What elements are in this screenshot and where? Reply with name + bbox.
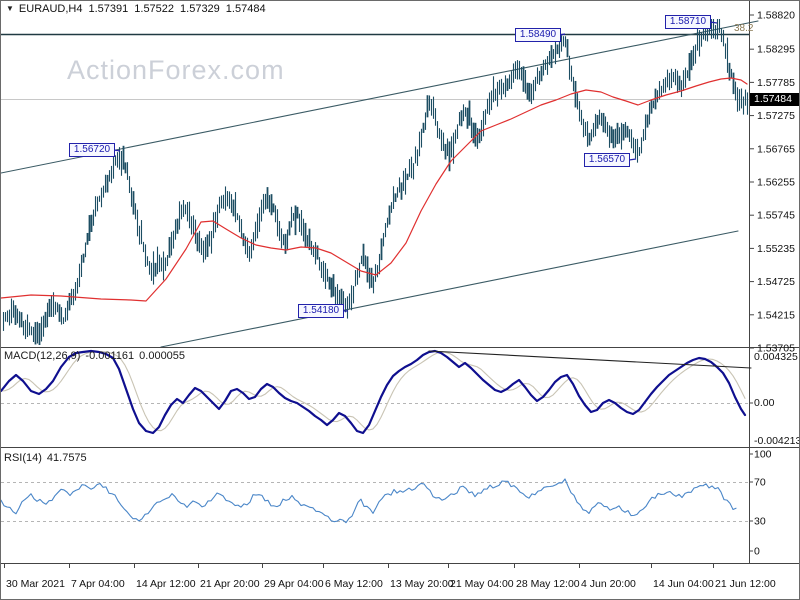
rsi-axis-label: 70	[754, 477, 766, 489]
price-axis-label: 1.55745	[757, 210, 795, 222]
time-axis-label: 4 Jun 20:00	[581, 578, 636, 590]
time-axis-label: 14 Jun 04:00	[653, 578, 714, 590]
chart-price-label: 1.56570	[584, 153, 630, 167]
time-axis-label: 13 May 20:00	[390, 578, 454, 590]
chart-price-label: 1.58710	[665, 15, 711, 29]
macd-signal-value: 0.000055	[139, 350, 186, 362]
price-axis-label: 1.56765	[757, 143, 795, 155]
macd-axis-label: 0.00	[754, 397, 775, 409]
chart-price-label: 1.54180	[298, 304, 344, 318]
chart-header: ▼ EURAUD,H4 1.57391 1.57522 1.57329 1.57484	[6, 3, 266, 15]
price-axis-label: 1.57785	[757, 77, 795, 89]
rsi-axis-label: 100	[754, 449, 772, 461]
symbol-label: EURAUD,H4	[18, 3, 83, 15]
chart-price-label: 1.58490	[515, 28, 561, 42]
macd-label: MACD(12,26,9)	[4, 350, 81, 362]
rsi-value: 41.7575	[46, 452, 87, 464]
ohlc-open: 1.57391	[88, 3, 129, 15]
ohlc-high: 1.57522	[134, 3, 175, 15]
macd-main-value: -0.001161	[85, 350, 135, 362]
macd-panel-label: MACD(12,26,9) -0.001161 0.000055	[4, 350, 185, 362]
price-axis-label: 1.54215	[757, 309, 795, 321]
time-axis-label: 7 Apr 04:00	[71, 578, 125, 590]
time-axis-label: 6 May 12:00	[325, 578, 383, 590]
macd-axis-label: 0.004325	[754, 351, 798, 363]
time-axis-label: 21 May 04:00	[450, 578, 514, 590]
time-axis-label: 21 Jun 12:00	[715, 578, 776, 590]
price-axis-label: 1.54725	[757, 276, 795, 288]
time-axis-label: 14 Apr 12:00	[136, 578, 196, 590]
rsi-axis-label: 0	[754, 546, 760, 558]
price-axis-label: 1.58820	[757, 10, 795, 22]
current-price-tag: 1.57484	[750, 92, 799, 106]
price-axis-label: 1.55235	[757, 243, 795, 255]
rsi-panel-label: RSI(14) 41.7575	[4, 452, 87, 464]
watermark: ActionForex.com	[67, 55, 285, 85]
time-axis-label: 21 Apr 20:00	[200, 578, 260, 590]
price-axis-label: 1.53705	[757, 343, 795, 355]
time-axis-label: 29 Apr 04:00	[264, 578, 324, 590]
fib-382-label: 38.2	[734, 23, 754, 34]
ohlc-close: 1.57484	[225, 3, 266, 15]
chart-price-label: 1.56720	[69, 143, 115, 157]
macd-axis-label: -0.004213	[754, 435, 800, 447]
time-axis-label: 30 Mar 2021	[6, 578, 65, 590]
rsi-label: RSI(14)	[4, 452, 42, 464]
price-axis-label: 1.58295	[757, 44, 795, 56]
rsi-axis-label: 30	[754, 516, 766, 528]
price-axis-label: 1.57275	[757, 110, 795, 122]
ohlc-low: 1.57329	[180, 3, 220, 15]
time-axis-label: 28 May 12:00	[516, 578, 580, 590]
symbol-dropdown-icon[interactable]: ▼	[6, 4, 14, 13]
price-axis-label: 1.56255	[757, 176, 795, 188]
